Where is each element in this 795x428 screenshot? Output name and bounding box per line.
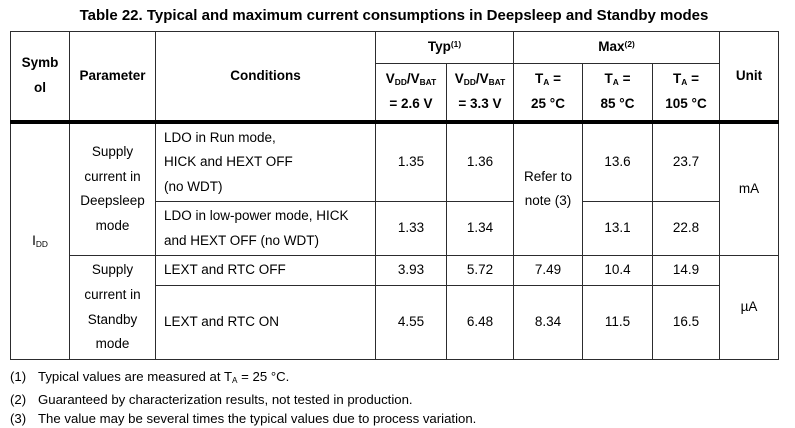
cell-typ-2v6-deepsleep-lp: 1.33 xyxy=(375,201,447,257)
cell-max-105c-deepsleep-run: 23.7 xyxy=(651,119,721,203)
table-title: Table 22. Typical and maximum current co… xyxy=(79,7,709,24)
header-row-subcolumns: VDD/VBAT = 2.6 V VDD/VBAT = 3.3 V TA = 25 °… xyxy=(11,63,779,122)
footnote-text: Typical values are measured at TA = 25 °… xyxy=(38,368,290,385)
cell-max-25c-standby-on: 8.34 xyxy=(513,284,583,360)
table-row-standby-rtc-on: LEXT and RTC ON 4.55 6.48 8.34 11.5 16.5 xyxy=(11,284,779,360)
cell-max-105c-deepsleep-lp: 22.8 xyxy=(651,201,721,257)
footnote-3: (3) The value may be several times the t… xyxy=(10,409,795,428)
col-group-max: Max(2) xyxy=(512,31,721,64)
cell-typ-3v3-deepsleep-lp: 1.34 xyxy=(446,201,514,257)
footnote-text: Guaranteed by characterization results, … xyxy=(38,391,413,407)
cell-conditions-lext-rtc-on: LEXT and RTC ON xyxy=(155,284,376,360)
cell-max-25c-standby-off: 7.49 xyxy=(513,255,583,286)
col-header-typ-vdd-2v6: VDD/VBAT = 2.6 V xyxy=(375,63,447,122)
cell-parameter-deepsleep: Supply current in Deepsleep mode xyxy=(69,119,156,257)
cell-max-85c-deepsleep-lp: 13.1 xyxy=(582,201,653,257)
cell-conditions-ldo-lowpower: LDO in low-power mode, HICK and HEXT OFF … xyxy=(155,201,376,257)
col-header-symbol: Symb ol xyxy=(10,31,70,122)
table-header: Symb ol Parameter Conditions Typ(1) Max(2… xyxy=(10,31,780,122)
footnote-2: (2) Guaranteed by characterization resul… xyxy=(10,390,795,409)
cell-typ-3v3-deepsleep-run: 1.36 xyxy=(446,119,514,203)
cell-typ-3v3-standby-on: 6.48 xyxy=(446,284,514,360)
cell-max-85c-standby-off: 10.4 xyxy=(582,255,653,286)
table-row-standby-rtc-off: Supply current in Standby mode LEXT and RTC… xyxy=(11,255,780,360)
col-header-conditions: Conditions xyxy=(155,31,376,122)
col-group-typ: Typ(1) xyxy=(375,31,514,64)
footnote-number: (3) xyxy=(10,410,27,426)
table-body: IDD Supply current in Deepsleep mode LDO in… xyxy=(10,119,780,360)
cell-unit-standby: µA xyxy=(719,255,780,360)
col-header-unit: Unit xyxy=(719,31,780,122)
footnote-number: (2) xyxy=(10,391,27,407)
cell-typ-3v3-standby-off: 5.72 xyxy=(446,255,514,286)
table-row-deepsleep-lowpower: LDO in low-power mode, HICK and HEXT OFF … xyxy=(11,201,779,257)
cell-conditions-ldo-run: LDO in Run mode, HICK and HEXT OFF (no WDT… xyxy=(155,119,376,203)
cell-typ-2v6-standby-off: 3.93 xyxy=(375,255,447,286)
cell-max-85c-deepsleep-run: 13.6 xyxy=(582,119,653,203)
footnote-number: (1) xyxy=(10,368,27,384)
cell-symbol-idd: IDD xyxy=(10,119,70,360)
table-row-deepsleep-run: IDD Supply current in Deepsleep mode LDO in… xyxy=(10,119,780,360)
cell-typ-2v6-standby-on: 4.55 xyxy=(375,284,447,360)
col-header-max-ta-85c: TA = 85 °C xyxy=(582,63,653,122)
footnotes: (1) Typical values are measured at TA = … xyxy=(10,367,795,428)
col-header-typ-vdd-3v3: VDD/VBAT = 3.3 V xyxy=(446,63,514,122)
cell-max-105c-standby-on: 16.5 xyxy=(651,284,721,360)
cell-conditions-lext-rtc-off: LEXT and RTC OFF xyxy=(155,255,376,286)
footnote-text: The value may be several times the typic… xyxy=(38,410,477,426)
current-consumption-table: Symb ol Parameter Conditions Typ(1) Max(2… xyxy=(10,31,780,360)
col-header-max-ta-105c: TA = 105 °C xyxy=(651,63,721,122)
cell-unit-deepsleep: mA xyxy=(719,119,780,257)
col-header-parameter: Parameter xyxy=(69,31,156,122)
cell-max-105c-standby-off: 14.9 xyxy=(651,255,721,286)
col-header-max-ta-25c: TA = 25 °C xyxy=(513,63,583,122)
cell-max-85c-standby-on: 11.5 xyxy=(582,284,653,360)
footnote-1: (1) Typical values are measured at TA = … xyxy=(10,367,795,390)
cell-max-25c-deepsleep-note: Refer to note (3) xyxy=(513,119,583,257)
header-row-groups: Symb ol Parameter Conditions Typ(1) Max(2… xyxy=(10,31,780,122)
cell-typ-2v6-deepsleep-run: 1.35 xyxy=(375,119,447,203)
cell-parameter-standby: Supply current in Standby mode xyxy=(69,255,156,360)
